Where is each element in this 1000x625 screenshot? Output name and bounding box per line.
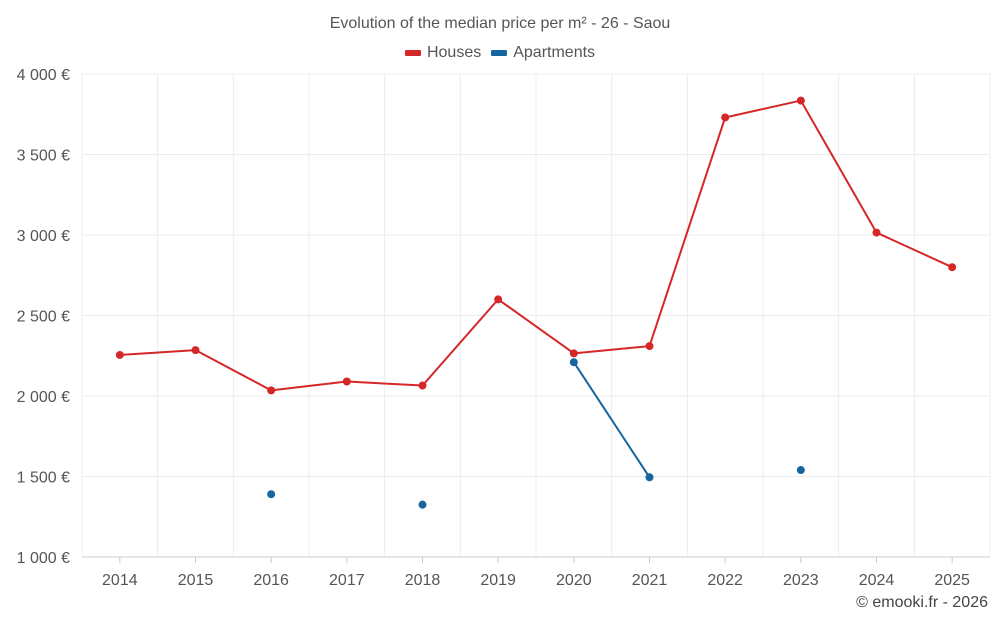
legend-item-apartments[interactable]: Apartments xyxy=(491,44,595,62)
x-tick-label: 2020 xyxy=(556,572,592,589)
data-point-houses xyxy=(721,113,730,122)
series-line-houses xyxy=(194,349,273,392)
data-point-houses xyxy=(342,377,351,386)
chart-title: Evolution of the median price per m² - 2… xyxy=(329,15,671,32)
data-point-houses xyxy=(418,381,427,390)
y-tick-label: 3 000 € xyxy=(17,228,70,245)
series-line-houses xyxy=(270,380,348,392)
y-tick-label: 1 500 € xyxy=(17,470,70,487)
data-point-houses xyxy=(494,295,503,304)
x-tick-label: 2019 xyxy=(480,572,516,589)
y-tick-label: 3 500 € xyxy=(17,148,70,165)
data-point-apartments xyxy=(796,466,805,475)
y-tick-label: 4 000 € xyxy=(17,67,70,84)
copyright-footer: © emooki.fr - 2026 xyxy=(856,594,988,611)
series-line-apartments xyxy=(572,361,651,479)
series-line-houses xyxy=(648,116,727,348)
legend-label-houses: Houses xyxy=(426,44,482,61)
data-point-houses xyxy=(191,346,200,355)
grid-lines xyxy=(81,73,991,557)
legend-swatch-apartments xyxy=(491,50,508,56)
x-tick-label: 2022 xyxy=(707,572,743,589)
series-line-houses xyxy=(724,99,802,119)
data-point-houses xyxy=(796,96,805,105)
data-point-apartments xyxy=(267,490,276,499)
data-point-apartments xyxy=(569,358,578,367)
y-tick-label: 2 000 € xyxy=(17,389,70,406)
series-line-houses xyxy=(799,99,878,234)
x-tick-label: 2016 xyxy=(253,572,289,589)
series-line-houses xyxy=(345,380,424,387)
data-point-houses xyxy=(645,342,654,351)
axes: 1 000 € 1 500 € 2 000 € 2 500 € 3 000 € 3 500… xyxy=(17,67,990,589)
series-line-houses xyxy=(572,345,651,355)
data-point-houses xyxy=(872,228,881,237)
x-tick-label: 2025 xyxy=(934,572,970,589)
x-tick-label: 2015 xyxy=(178,572,214,589)
series-line-houses xyxy=(497,298,575,355)
x-tick-label: 2014 xyxy=(102,572,138,589)
series-line-houses xyxy=(875,231,954,269)
data-point-houses xyxy=(267,386,276,395)
legend-label-apartments: Apartments xyxy=(513,44,596,61)
legend: Houses Apartments xyxy=(0,44,1000,62)
legend-swatch-houses xyxy=(404,50,421,56)
y-tick-label: 2 500 € xyxy=(17,309,70,326)
legend-item-houses[interactable]: Houses xyxy=(404,44,482,62)
x-tick-label: 2018 xyxy=(405,572,441,589)
data-point-apartments xyxy=(418,500,427,509)
x-tick-label: 2024 xyxy=(859,572,895,589)
data-point-apartments xyxy=(645,473,654,482)
series-layer xyxy=(115,96,957,509)
x-tick-label: 2023 xyxy=(783,572,819,589)
series-line-houses xyxy=(118,349,197,356)
y-tick-label: 1 000 € xyxy=(17,550,70,567)
x-tick-label: 2017 xyxy=(329,572,365,589)
data-point-houses xyxy=(569,349,578,358)
x-tick-label: 2021 xyxy=(632,572,668,589)
data-point-houses xyxy=(948,263,957,272)
data-point-houses xyxy=(115,350,124,359)
series-line-houses xyxy=(421,298,500,387)
